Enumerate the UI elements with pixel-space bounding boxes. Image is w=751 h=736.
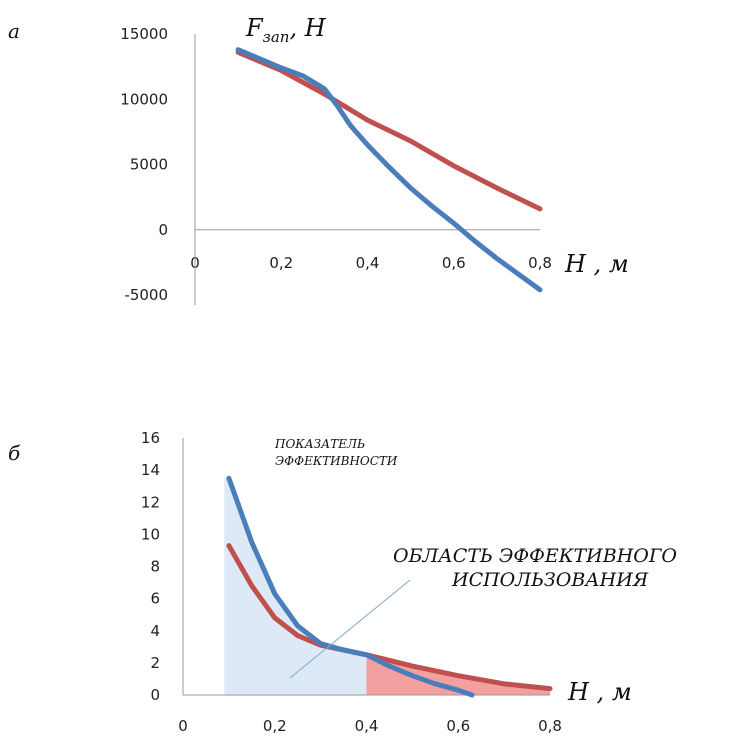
series-b [226, 475, 553, 698]
series-a [235, 47, 543, 293]
series-line-blue [226, 475, 475, 698]
y-tick-label: 0 [150, 686, 160, 704]
panel-label-b: б [8, 441, 21, 465]
y-axis-title-main: F [245, 14, 264, 42]
y-tick-label: 12 [141, 493, 160, 511]
annotation-region-line2: ИСПОЛЬЗОВАНИЯ [451, 569, 649, 591]
axes-a [194, 34, 540, 305]
x-axis-title-b: H , м [567, 678, 632, 706]
y-tick-labels-a: 15000 10000 5000 0 -5000 [120, 25, 168, 304]
x-tick-label: 0 [178, 717, 188, 735]
y-tick-label: 0 [158, 221, 168, 239]
y-axis-title-a: Fзап, Н [245, 14, 327, 46]
y-tick-label: 16 [141, 429, 160, 447]
y-tick-label: 10000 [120, 90, 168, 108]
y-axis-title-sub: зап [263, 28, 290, 46]
y-tick-label: 10 [141, 525, 160, 543]
y-axis-title-unit: , Н [289, 14, 326, 42]
annotation-region-line1: ОБЛАСТЬ ЭФФЕКТИВНОГО [393, 545, 677, 567]
x-tick-label: 0,8 [538, 717, 562, 735]
chart-a: а Fзап, Н H , м 15000 10000 5000 0 -5000 0 0,… [8, 14, 629, 305]
y-tick-labels-b: 16 14 12 10 8 6 4 2 0 [141, 429, 160, 704]
x-tick-label: 0,6 [446, 717, 470, 735]
y-tick-label: 15000 [120, 25, 168, 43]
x-tick-label: 0,4 [355, 717, 379, 735]
y-tick-label: 8 [150, 558, 160, 576]
y-tick-label: 14 [141, 461, 160, 479]
annotation-indicator-line1: ПОКАЗАТЕЛЬ [274, 437, 365, 451]
y-tick-label: 4 [150, 622, 160, 640]
x-tick-labels-b: 0 0,2 0,4 0,6 0,8 [178, 717, 562, 735]
series-line-blue [235, 47, 543, 293]
y-tick-label: 6 [150, 590, 160, 608]
x-tick-label: 0,2 [263, 717, 287, 735]
panel-label-a: а [8, 19, 20, 43]
x-axis-title-a: H , м [564, 250, 629, 278]
y-tick-label: 2 [150, 654, 160, 672]
axes-b [182, 438, 550, 696]
x-tick-label: 0,4 [356, 254, 380, 272]
annotation-indicator-line2: ЭФФЕКТИВНОСТИ [275, 454, 398, 468]
y-tick-label: 5000 [130, 156, 168, 174]
x-tick-label: 0,6 [442, 254, 466, 272]
x-tick-label: 0,8 [528, 254, 552, 272]
series-line-red [235, 49, 543, 212]
shaded-region-indicator [224, 478, 367, 695]
y-tick-label: -5000 [124, 286, 168, 304]
x-tick-label: 0,2 [269, 254, 293, 272]
annotation-leader-line [289, 579, 411, 679]
